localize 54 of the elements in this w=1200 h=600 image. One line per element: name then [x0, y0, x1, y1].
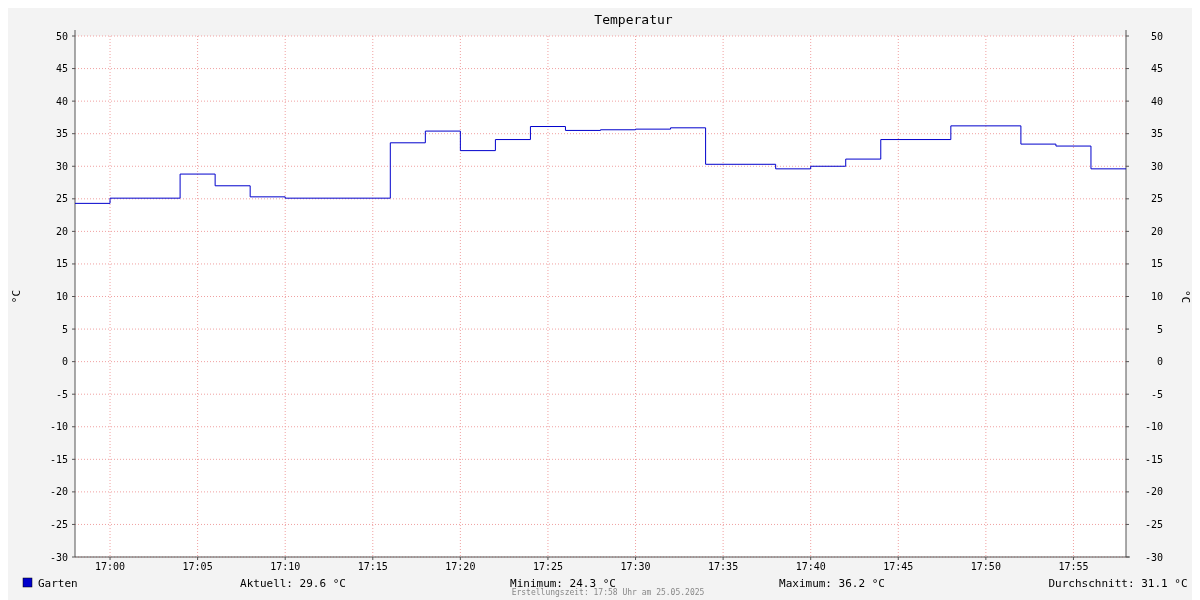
y2-tick-label: 5 — [1156, 323, 1163, 335]
y2-tick-label: -20 — [1144, 486, 1163, 498]
y2-axis-title: °C — [1179, 289, 1192, 304]
y-axis-title: °C — [10, 289, 23, 304]
text: Erstellungszeit: 17:58 Uhr am 25.05.2025 — [511, 588, 705, 597]
y-tick-label: -5 — [55, 388, 68, 400]
y2-tick-label: 25 — [1150, 193, 1163, 205]
y-tick-label: 10 — [55, 291, 68, 302]
y-tick-label: 5 — [61, 323, 68, 335]
y-tick-label: -25 — [49, 518, 68, 530]
y-tick-label: -20 — [49, 486, 68, 498]
y-tick-label: 45 — [55, 63, 68, 75]
chart-title: Temperatur — [594, 12, 673, 27]
y2-tick-label: 20 — [1150, 225, 1163, 237]
y-tick-label: 35 — [55, 128, 68, 140]
y2-tick-label: -10 — [1144, 421, 1163, 433]
x-tick-label: 17:25 — [532, 561, 563, 572]
y2-tick-label: 35 — [1150, 128, 1163, 140]
y2-tick-label: 30 — [1150, 160, 1163, 172]
text: Maximum: 36.2 °C — [779, 577, 885, 590]
x-tick-label: 17:05 — [182, 561, 213, 572]
x-tick-label: 17:40 — [795, 561, 826, 572]
x-tick-label: 17:50 — [970, 561, 1001, 572]
y-tick-label: -15 — [49, 453, 68, 465]
y2-tick-label: 45 — [1150, 63, 1163, 75]
y2-tick-label: 15 — [1150, 258, 1163, 270]
y-tick-label: 40 — [55, 95, 68, 107]
x-tick-label: 17:35 — [708, 561, 739, 572]
x-tick-label: 17:20 — [445, 561, 476, 572]
y-tick-label: 20 — [55, 225, 68, 237]
y2-tick-label: 40 — [1150, 95, 1163, 107]
y2-tick-label: 10 — [1150, 291, 1163, 302]
y-tick-label: -30 — [49, 551, 68, 563]
y2-tick-label: 50 — [1150, 30, 1163, 42]
y-tick-label: 25 — [55, 193, 68, 205]
x-tick-label: 17:00 — [94, 561, 126, 572]
text: Aktuell: 29.6 °C — [240, 577, 346, 590]
legend-label: Garten — [38, 577, 78, 590]
y-tick-label: 50 — [55, 30, 68, 42]
y-tick-label: 0 — [61, 356, 68, 368]
x-tick-label: 17:15 — [357, 561, 388, 572]
y2-tick-label: -15 — [1144, 453, 1163, 465]
text: Durchschnitt: 31.1 °C — [1048, 577, 1188, 590]
y-tick-label: -10 — [49, 421, 68, 433]
y-tick-label: 15 — [55, 258, 68, 270]
x-tick-label: 17:55 — [1058, 561, 1089, 572]
y2-tick-label: -5 — [1150, 388, 1163, 400]
y-tick-label: 30 — [55, 160, 68, 172]
y2-tick-label: -25 — [1144, 518, 1163, 530]
y2-tick-label: 0 — [1156, 356, 1163, 368]
x-tick-label: 17:10 — [270, 561, 301, 572]
x-tick-label: 17:30 — [620, 561, 651, 572]
y2-tick-label: -30 — [1144, 551, 1163, 563]
x-tick-label: 17:45 — [883, 561, 914, 572]
